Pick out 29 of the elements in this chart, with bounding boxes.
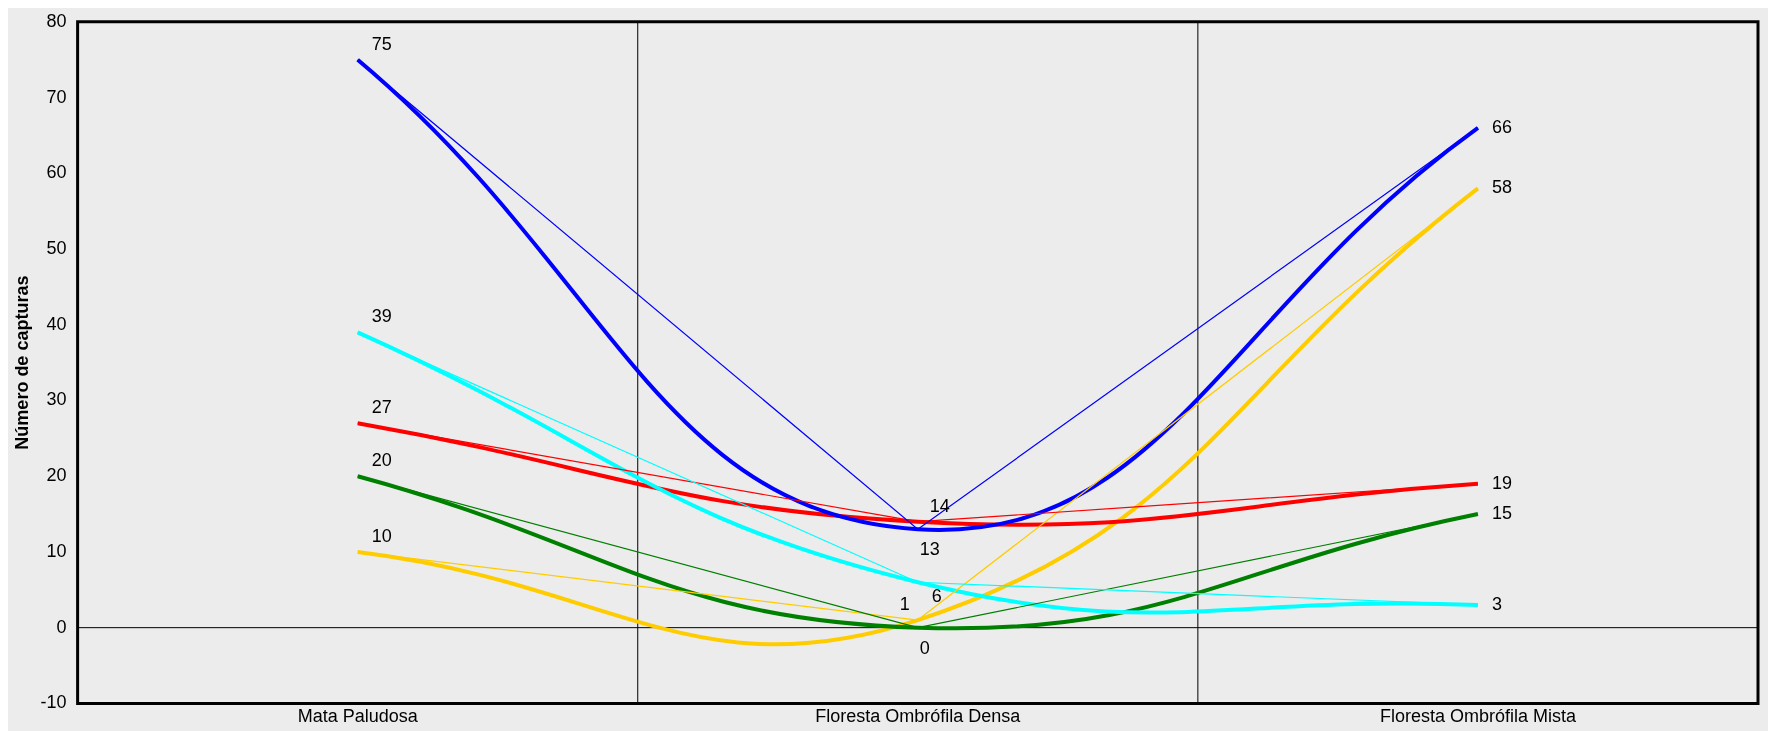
data-label: 19 bbox=[1491, 472, 1512, 493]
y-tick-label: 60 bbox=[46, 162, 67, 183]
y-tick-label: 20 bbox=[46, 465, 67, 486]
y-axis-title: Número de capturas bbox=[11, 275, 32, 450]
data-label: 39 bbox=[371, 306, 392, 327]
y-tick-label: 10 bbox=[46, 540, 67, 561]
y-tick-label: 70 bbox=[46, 86, 67, 107]
x-tick-label: Mata Paludosa bbox=[297, 706, 419, 727]
y-tick-label: 80 bbox=[46, 10, 67, 31]
data-label: 10 bbox=[371, 525, 392, 546]
y-tick-label: 50 bbox=[46, 237, 67, 258]
y-tick-label: 40 bbox=[46, 313, 67, 334]
data-label: 14 bbox=[929, 495, 950, 516]
data-label: 58 bbox=[1491, 177, 1512, 198]
x-tick-label: Floresta Ombrófila Densa bbox=[815, 706, 1022, 727]
y-tick-label: 0 bbox=[56, 616, 67, 637]
data-label: 1 bbox=[899, 594, 910, 615]
data-label: 66 bbox=[1491, 116, 1512, 137]
y-tick-label: 30 bbox=[46, 389, 67, 410]
x-tick-label: Floresta Ombrófila Mista bbox=[1379, 706, 1577, 727]
data-label: 75 bbox=[371, 33, 392, 54]
data-label: 15 bbox=[1491, 503, 1512, 524]
data-label: 3 bbox=[1491, 593, 1502, 614]
data-label: 13 bbox=[919, 539, 940, 560]
y-tick-label: -10 bbox=[40, 692, 67, 713]
data-label: 20 bbox=[371, 450, 392, 471]
data-label: 0 bbox=[919, 637, 930, 658]
data-label: 6 bbox=[931, 586, 942, 607]
data-label: 27 bbox=[371, 397, 392, 418]
